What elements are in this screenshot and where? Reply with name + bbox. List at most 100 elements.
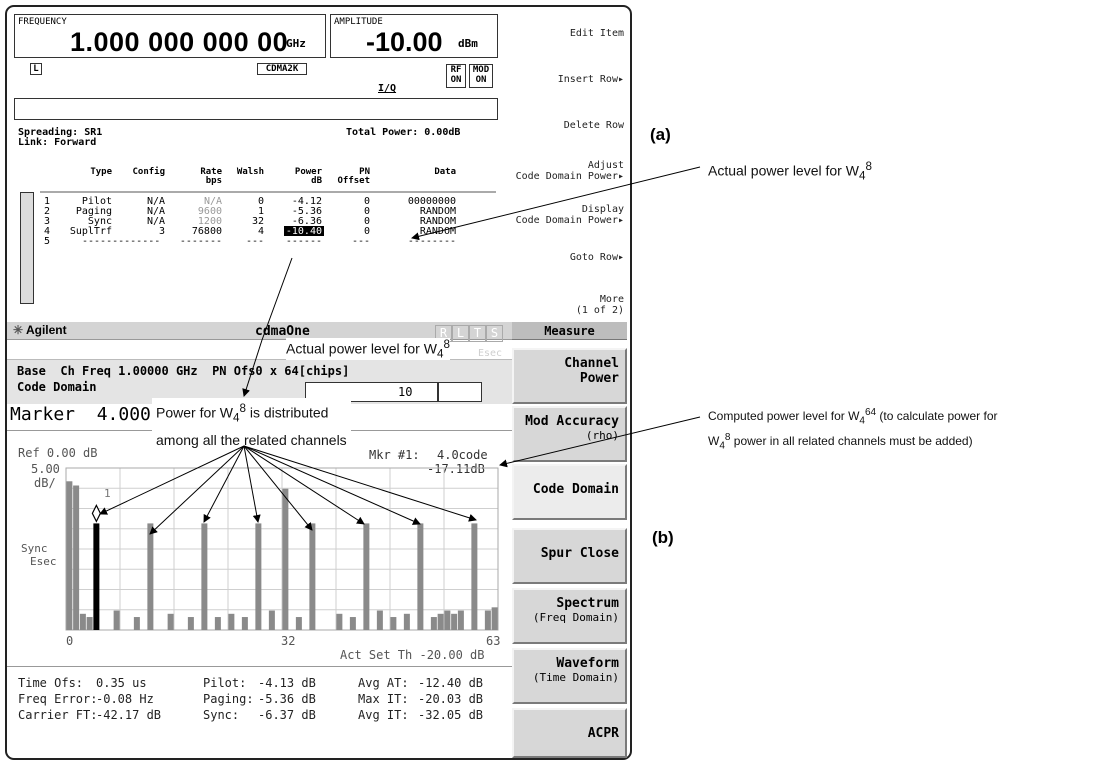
stat-value: -20.03 dB — [418, 692, 484, 706]
table-cell[interactable]: 4 — [258, 226, 264, 237]
stat-value: 0.35 us — [96, 676, 147, 690]
spur-close-button[interactable]: Spur Close — [512, 528, 627, 584]
sync-label: Sync — [21, 542, 48, 555]
table-cell[interactable]: N/A — [204, 196, 222, 207]
spectrum-button[interactable]: Spectrum (Freq Domain) — [512, 588, 627, 644]
annotation-sup: 64 — [864, 407, 877, 418]
annotation-sub: 4 — [436, 347, 444, 361]
table-header-cell: Config — [132, 166, 165, 177]
table-cell[interactable]: -10.40 — [286, 226, 322, 237]
stat-label: Avg IT: — [358, 708, 409, 722]
table-header-cell: PN — [359, 167, 370, 177]
code-channel-bar — [73, 485, 80, 630]
table-cell[interactable]: 0 — [364, 206, 370, 217]
frequency-box[interactable]: FREQUENCY 1.000 000 000 00 GHz — [14, 14, 326, 58]
frequency-unit: GHz — [286, 37, 306, 50]
stat-value: -0.08 Hz — [96, 692, 154, 706]
actual-power-annotation: Actual power level for W48 — [708, 160, 872, 182]
selected-cell-highlight[interactable] — [284, 226, 324, 236]
table-cell[interactable]: 3 — [44, 216, 50, 227]
table-cell[interactable]: -4.12 — [292, 196, 322, 207]
table-cell[interactable]: 3 — [159, 226, 165, 237]
softkey-insert-row[interactable]: Insert Row▸ — [504, 74, 624, 85]
table-cell[interactable]: N/A — [147, 196, 165, 207]
local-indicator: L — [30, 63, 42, 75]
ref-level: Ref 0.00 dB — [18, 446, 98, 460]
table-cell[interactable]: 1 — [44, 196, 50, 207]
annotation-sub: 4 — [859, 415, 865, 427]
softkey-delete-row[interactable]: Delete Row — [504, 120, 624, 131]
amplitude-unit: dBm — [458, 37, 478, 50]
measurement-name: Code Domain — [17, 380, 97, 394]
softkey-edit-item[interactable]: Edit Item — [504, 28, 624, 39]
amplitude-box[interactable]: AMPLITUDE -10.00 dBm — [330, 14, 498, 58]
annotation-text: Actual power level for W — [708, 162, 859, 179]
esec-label: Esec — [30, 555, 57, 568]
table-cell[interactable]: ------------- — [82, 236, 160, 247]
code-domain-button[interactable]: Code Domain — [512, 464, 627, 520]
channel-power-button[interactable]: Channel Power — [512, 348, 627, 404]
table-cell[interactable]: 0 — [364, 226, 370, 237]
table-cell[interactable]: -------- — [408, 236, 456, 247]
code-channel-bar — [491, 607, 498, 630]
table-cell[interactable]: N/A — [147, 216, 165, 227]
acpr-button[interactable]: ACPR — [512, 708, 627, 758]
marker-entry-value: 10 — [398, 385, 413, 399]
table-cell[interactable]: 0 — [364, 216, 370, 227]
code-channel-bar — [228, 613, 235, 630]
mod-accuracy-button[interactable]: Mod Accuracy (rho) — [512, 406, 627, 462]
softkey-label: Channel — [564, 356, 619, 371]
indicator-s: S — [486, 325, 503, 342]
table-cell[interactable]: 2 — [44, 206, 50, 217]
annotation-text: is distributed — [245, 404, 329, 421]
softkey-label: Delete Row — [563, 120, 624, 131]
table-cell[interactable]: Sync — [88, 216, 112, 227]
softkey-goto-row[interactable]: Goto Row▸ — [504, 252, 624, 263]
table-cell[interactable]: 1200 — [198, 216, 222, 227]
stat-label: Pilot: — [203, 676, 247, 690]
code-channel-bar — [363, 523, 370, 630]
waveform-button[interactable]: Waveform (Time Domain) — [512, 648, 627, 704]
softkey-more[interactable]: More (1 of 2) — [504, 294, 624, 316]
table-cell[interactable]: 0 — [364, 196, 370, 207]
table-cell[interactable]: --- — [246, 236, 264, 247]
stat-label: Paging: — [203, 692, 254, 706]
code-channel-bar — [403, 613, 410, 630]
code-channel-bar — [133, 617, 140, 630]
annotation-sup: 8 — [865, 160, 872, 173]
code-channel-bar — [201, 523, 208, 630]
table-cell[interactable]: 5 — [44, 236, 50, 247]
table-cell[interactable]: ------ — [286, 236, 322, 247]
marker-entry-field[interactable]: 10 — [305, 382, 438, 402]
distribution-annotation: Power for W48 is distributed among all t… — [152, 398, 351, 452]
table-cell[interactable]: Paging — [76, 206, 112, 217]
code-channel-bar — [241, 617, 248, 630]
table-cell[interactable]: N/A — [147, 206, 165, 217]
code-channel-bar — [451, 613, 458, 630]
table-cell[interactable]: 76800 — [192, 226, 222, 237]
unit-field[interactable] — [438, 382, 482, 402]
table-cell[interactable]: Pilot — [82, 196, 112, 207]
table-cell[interactable]: 0 — [258, 196, 264, 207]
table-cell[interactable]: -6.36 — [292, 216, 322, 227]
table-cell[interactable]: 9600 — [198, 206, 222, 217]
annotation-sup: 8 — [724, 432, 731, 444]
table-cell[interactable]: -5.36 — [292, 206, 322, 217]
amplitude-label: AMPLITUDE — [334, 17, 383, 27]
table-header-cell: Walsh — [237, 167, 264, 177]
cdma2k-indicator: CDMA2K — [257, 63, 307, 75]
frequency-label: FREQUENCY — [18, 17, 67, 27]
softkey-label: Spur Close — [540, 546, 619, 561]
stats-divider — [7, 666, 512, 667]
code-channel-bar — [430, 617, 437, 630]
table-cell[interactable]: 32 — [252, 216, 264, 227]
code-channel-bar — [295, 617, 302, 630]
table-cell[interactable]: SuplTrf — [70, 226, 112, 237]
table-cell[interactable]: 1 — [258, 206, 264, 217]
table-scrollbar[interactable] — [20, 192, 34, 304]
table-cell[interactable]: 4 — [44, 226, 50, 237]
table-cell[interactable]: ------- — [180, 236, 222, 247]
computed-power-annotation: Computed power level for W464 (to calcul… — [708, 404, 1108, 455]
message-line — [14, 98, 498, 120]
table-cell[interactable]: --- — [352, 236, 370, 247]
